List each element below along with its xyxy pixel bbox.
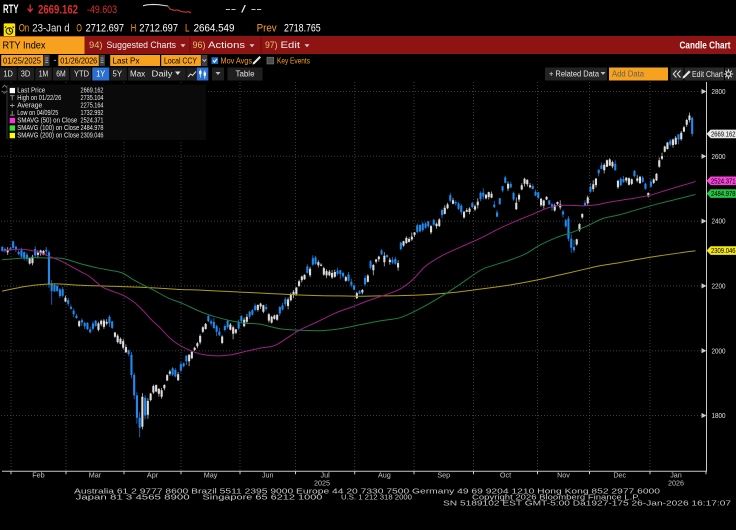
svg-text:+ Related Data: + Related Data xyxy=(549,69,599,79)
svg-text:Add Data: Add Data xyxy=(612,69,644,79)
svg-text:Apr: Apr xyxy=(147,471,159,480)
svg-text:U.S. 1 212 318 2000: U.S. 1 212 318 2000 xyxy=(341,492,412,501)
svg-text:Jul: Jul xyxy=(320,471,330,480)
svg-text:2718.765: 2718.765 xyxy=(284,23,321,35)
svg-text:2000: 2000 xyxy=(712,346,726,355)
svg-text:SN 5189102 EST GMT-5:00 Da192: SN 5189102 EST GMT-5:00 Da1927-175 26-Ja… xyxy=(443,499,731,508)
svg-text:-: - xyxy=(54,55,57,65)
svg-text:YTD: YTD xyxy=(74,69,89,79)
svg-text:1M: 1M xyxy=(39,69,49,79)
svg-text:SMAVG (100) on Close: SMAVG (100) on Close xyxy=(17,123,79,132)
svg-text:2669.162: 2669.162 xyxy=(81,86,104,95)
svg-text:Mov Avgs: Mov Avgs xyxy=(221,56,253,66)
svg-text:Singapore 65 6212 1000: Singapore 65 6212 1000 xyxy=(202,492,322,501)
svg-text:2026: 2026 xyxy=(668,478,684,487)
svg-text:Feb: Feb xyxy=(32,471,44,480)
svg-text:Sep: Sep xyxy=(437,471,450,480)
svg-text:01/25/2025: 01/25/2025 xyxy=(3,56,41,66)
svg-text:2484.978: 2484.978 xyxy=(711,189,736,198)
svg-text:Last Px: Last Px xyxy=(113,56,141,66)
svg-text:2712.697: 2712.697 xyxy=(86,23,124,35)
svg-text:2524.371: 2524.371 xyxy=(81,116,104,125)
svg-text:1732.992: 1732.992 xyxy=(81,108,104,117)
svg-text:Actions: Actions xyxy=(208,40,245,51)
svg-text:Jan: Jan xyxy=(670,471,682,480)
svg-text:Australia 61 2 9777 8600 Brazi: Australia 61 2 9777 8600 Brazil 5511 239… xyxy=(74,486,660,495)
svg-text:2309.046: 2309.046 xyxy=(81,131,104,140)
svg-text:1800: 1800 xyxy=(712,411,726,420)
svg-text:-- / --: -- / -- xyxy=(225,4,263,16)
svg-text:Max: Max xyxy=(130,69,146,79)
svg-text:2664.549: 2664.549 xyxy=(194,23,235,35)
svg-text:1Y: 1Y xyxy=(96,69,105,79)
svg-text:RTY Index: RTY Index xyxy=(3,40,47,52)
svg-text:Key Events: Key Events xyxy=(277,56,310,66)
svg-text:Average: Average xyxy=(17,101,42,110)
svg-text:-49.603: -49.603 xyxy=(87,4,117,16)
svg-text:96): 96) xyxy=(193,40,206,51)
svg-text:Last Price: Last Price xyxy=(17,86,45,95)
svg-text:H: H xyxy=(131,23,137,35)
svg-text:May: May xyxy=(204,471,218,480)
svg-text:Mar: Mar xyxy=(89,471,102,480)
svg-text:2309.046: 2309.046 xyxy=(711,246,736,255)
svg-text:Table: Table xyxy=(236,69,255,79)
svg-text:On: On xyxy=(19,23,30,35)
svg-text:94): 94) xyxy=(89,40,103,51)
svg-text:2484.978: 2484.978 xyxy=(81,123,104,132)
svg-text:Low on 04/09/25: Low on 04/09/25 xyxy=(17,108,58,117)
svg-text:2669.162: 2669.162 xyxy=(38,3,78,17)
svg-text:2025: 2025 xyxy=(314,478,330,487)
svg-text:O: O xyxy=(76,23,82,35)
svg-text:23-Jan d: 23-Jan d xyxy=(32,23,69,35)
svg-text:2669.162: 2669.162 xyxy=(711,129,736,138)
svg-text:2275.164: 2275.164 xyxy=(81,101,104,110)
svg-text:Edit: Edit xyxy=(281,40,301,51)
svg-text:Local CCY: Local CCY xyxy=(164,56,197,66)
svg-text:Nov: Nov xyxy=(557,471,570,480)
svg-text:2712.697: 2712.697 xyxy=(139,23,178,35)
svg-text:Japan 81 3 4565 8900: Japan 81 3 4565 8900 xyxy=(76,492,190,501)
svg-text:3D: 3D xyxy=(21,69,31,79)
svg-text:Candle Chart: Candle Chart xyxy=(680,41,732,52)
svg-text:Edit Chart: Edit Chart xyxy=(692,69,724,79)
svg-text:5Y: 5Y xyxy=(113,69,123,79)
svg-text:2200: 2200 xyxy=(712,282,726,291)
svg-text:2600: 2600 xyxy=(712,152,726,161)
svg-text:2800: 2800 xyxy=(712,87,726,96)
svg-text:Dec: Dec xyxy=(613,471,626,480)
svg-text:RTY: RTY xyxy=(3,4,19,16)
svg-text:Jun: Jun xyxy=(262,471,274,480)
svg-text:Daily: Daily xyxy=(152,69,174,79)
svg-text:6M: 6M xyxy=(56,69,65,79)
svg-text:SMAVG (200) on Close: SMAVG (200) on Close xyxy=(17,131,79,140)
svg-text:2400: 2400 xyxy=(712,217,726,226)
svg-text:1D: 1D xyxy=(3,69,13,79)
svg-text:Aug: Aug xyxy=(378,471,391,480)
svg-text:Prev: Prev xyxy=(257,23,278,35)
svg-text:SMAVG (50) on Close: SMAVG (50) on Close xyxy=(17,116,77,125)
svg-text:Oct: Oct xyxy=(500,471,511,480)
svg-text:2524.371: 2524.371 xyxy=(711,176,736,185)
svg-text:High on 01/22/26: High on 01/22/26 xyxy=(17,93,61,102)
svg-text:Copyright 2026 Bloomberg Finan: Copyright 2026 Bloomberg Finance L.P. xyxy=(472,492,640,501)
svg-text:2735.104: 2735.104 xyxy=(81,93,104,102)
svg-text:Suggested Charts: Suggested Charts xyxy=(107,40,177,51)
svg-text:01/26/2026: 01/26/2026 xyxy=(60,56,97,66)
svg-text:97): 97) xyxy=(265,40,278,51)
svg-text:L: L xyxy=(185,23,190,35)
